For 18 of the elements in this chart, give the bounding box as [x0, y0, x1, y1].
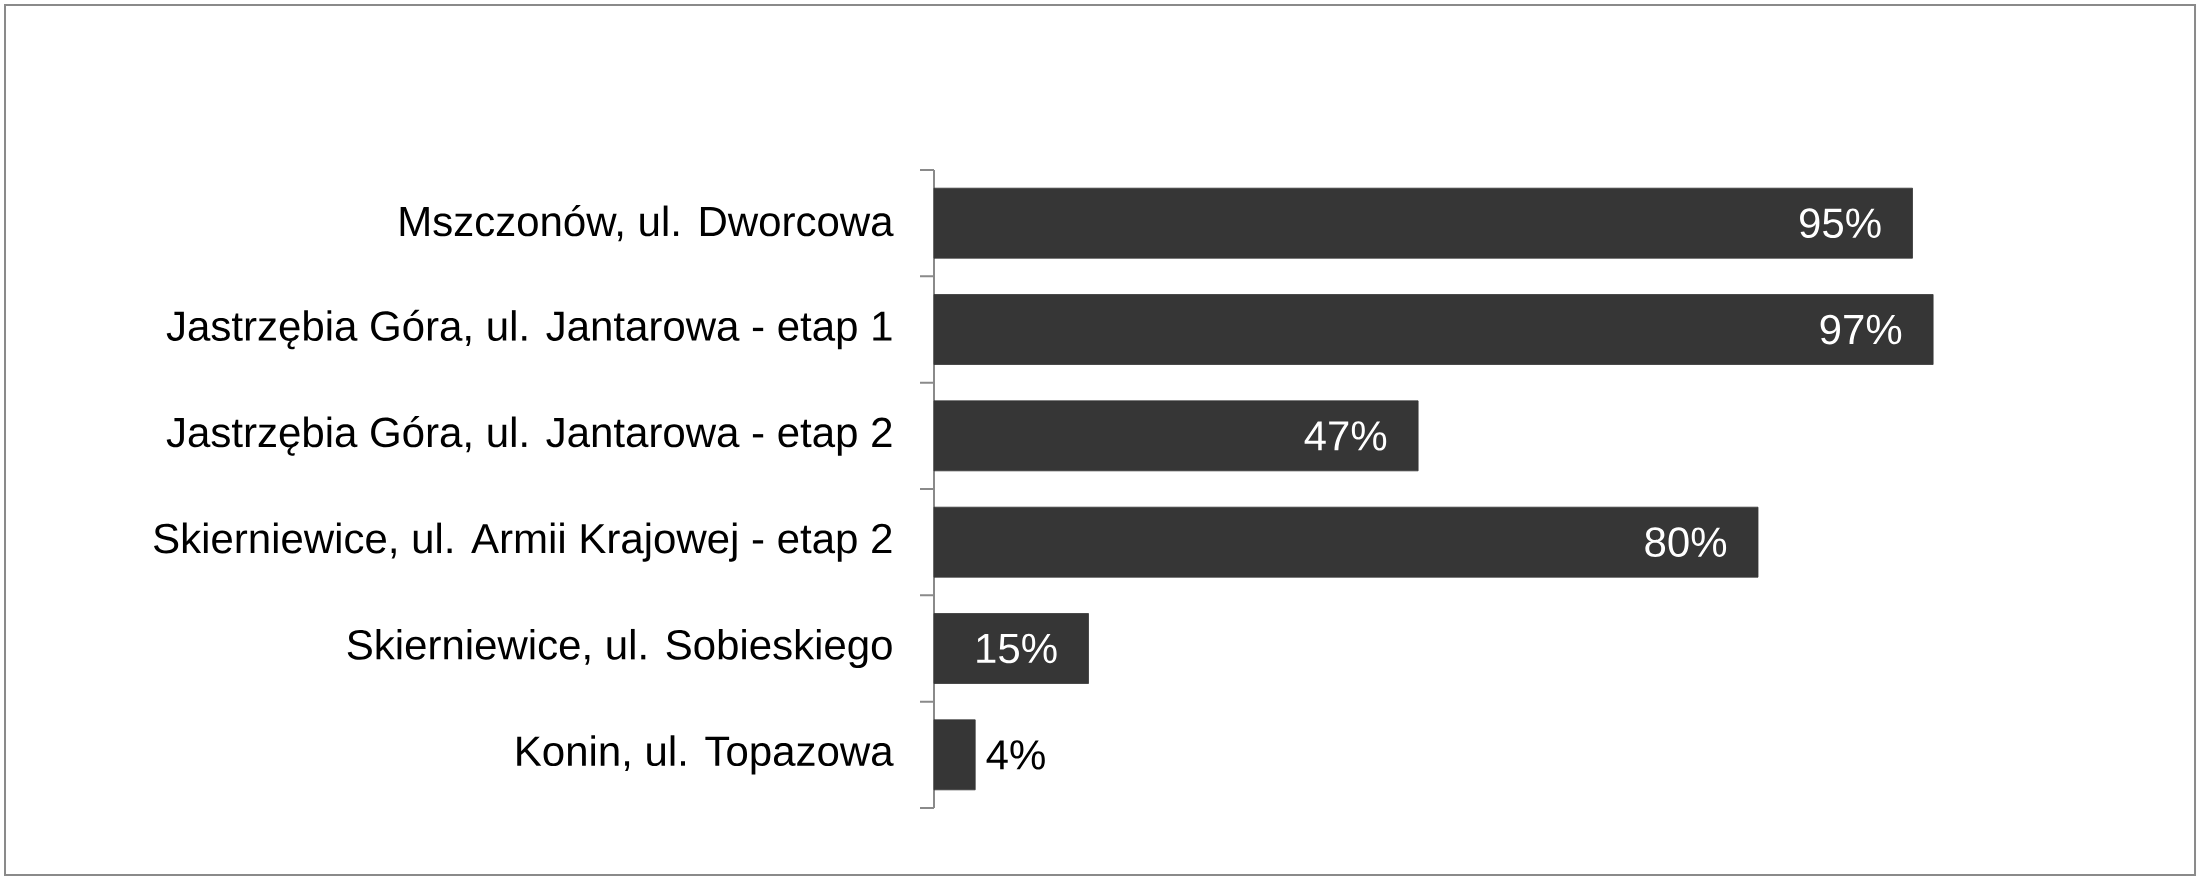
data-label: 47%	[1304, 421, 1387, 451]
y-tick-label: Skierniewice, ul. Armii Krajowej - etap 2	[154, 522, 892, 562]
y-tick-label: Skierniewice, ul. Sobieskiego	[347, 628, 892, 669]
bar	[933, 400, 1419, 472]
data-label: 4%	[986, 740, 1045, 770]
y-tick-label: Konin, ul. Topazowa	[517, 735, 894, 775]
bar	[933, 719, 976, 791]
bar	[933, 294, 1934, 365]
data-label: 97%	[1820, 314, 1902, 345]
data-label: 95%	[1800, 208, 1881, 239]
y-tick-label: Jastrzębia Góra, ul. Jantarowa - etap 2	[166, 416, 892, 456]
bar	[933, 506, 1759, 578]
data-label: 80%	[1645, 527, 1727, 558]
bar	[933, 187, 1913, 259]
y-tick-label: Mszczonów, ul. Dworcowa	[400, 205, 894, 242]
data-label: 15%	[977, 633, 1057, 664]
bar	[933, 613, 1089, 684]
y-tick-label: Jastrzębia Góra, ul. Jantarowa - etap 1	[166, 309, 892, 350]
